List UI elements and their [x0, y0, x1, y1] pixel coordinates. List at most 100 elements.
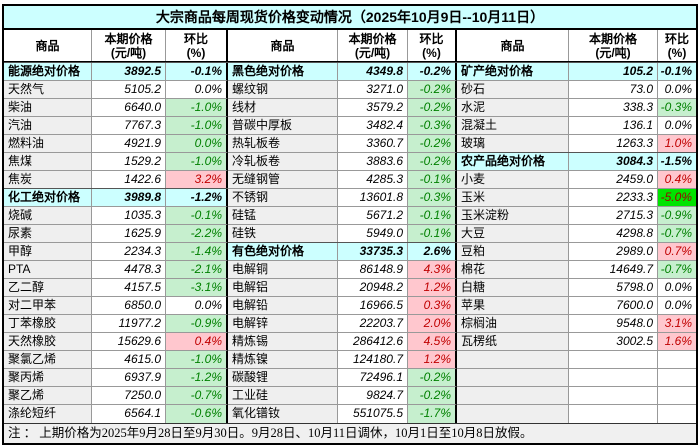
commodity-cell[interactable]: 天然气 — [4, 81, 92, 99]
commodity-cell[interactable]: 焦煤 — [4, 153, 92, 171]
price-cell[interactable]: 6850.0 — [92, 297, 166, 315]
pct-cell[interactable]: -0.2% — [408, 63, 457, 81]
pct-cell[interactable]: -3.1% — [166, 279, 228, 297]
commodity-cell[interactable]: 水泥 — [457, 99, 569, 117]
price-cell[interactable]: 124180.7 — [338, 351, 408, 369]
commodity-cell[interactable]: 玉米淀粉 — [457, 207, 569, 225]
price-cell[interactable] — [569, 405, 658, 423]
pct-cell[interactable]: -1.2% — [166, 189, 228, 207]
commodity-cell[interactable]: 普碳中厚板 — [228, 117, 338, 135]
price-cell[interactable]: 6564.1 — [92, 405, 166, 423]
pct-cell[interactable]: 0.3% — [408, 297, 457, 315]
price-cell[interactable]: 6640.0 — [92, 99, 166, 117]
pct-cell[interactable]: 1.6% — [658, 333, 696, 351]
commodity-cell[interactable]: 聚丙烯 — [4, 369, 92, 387]
pct-cell[interactable]: -0.3% — [408, 189, 457, 207]
commodity-cell[interactable]: 热轧板卷 — [228, 135, 338, 153]
commodity-cell[interactable] — [457, 387, 569, 405]
price-cell[interactable]: 3892.5 — [92, 63, 166, 81]
price-cell[interactable]: 3084.3 — [569, 153, 658, 171]
pct-cell[interactable]: -1.0% — [166, 99, 228, 117]
commodity-cell[interactable]: 不锈钢 — [228, 189, 338, 207]
commodity-cell[interactable]: 燃料油 — [4, 135, 92, 153]
price-cell[interactable]: 3482.4 — [338, 117, 408, 135]
price-cell[interactable] — [569, 387, 658, 405]
price-cell[interactable]: 4298.8 — [569, 225, 658, 243]
pct-cell[interactable]: -1.0% — [166, 117, 228, 135]
commodity-cell[interactable]: 尿素 — [4, 225, 92, 243]
pct-cell[interactable]: 0.0% — [658, 117, 696, 135]
pct-cell[interactable]: -0.1% — [408, 225, 457, 243]
header-pct[interactable]: 环比 (%) — [658, 30, 696, 61]
pct-cell[interactable]: 1.2% — [408, 279, 457, 297]
commodity-cell[interactable]: 电解铝 — [228, 279, 338, 297]
header-pct[interactable]: 环比 (%) — [166, 30, 228, 61]
price-cell[interactable]: 5671.2 — [338, 207, 408, 225]
price-cell[interactable]: 2233.3 — [569, 189, 658, 207]
commodity-cell[interactable]: 黑色绝对价格 — [228, 63, 338, 81]
commodity-cell[interactable]: 小麦 — [457, 171, 569, 189]
price-cell[interactable]: 86148.9 — [338, 261, 408, 279]
price-cell[interactable]: 2459.0 — [569, 171, 658, 189]
commodity-cell[interactable]: 对二甲苯 — [4, 297, 92, 315]
pct-cell[interactable]: 0.0% — [166, 81, 228, 99]
price-cell[interactable]: 286412.6 — [338, 333, 408, 351]
pct-cell[interactable]: -1.7% — [408, 405, 457, 423]
pct-cell[interactable]: 4.3% — [408, 261, 457, 279]
commodity-cell[interactable]: 聚氯乙烯 — [4, 351, 92, 369]
price-cell[interactable]: 9824.7 — [338, 387, 408, 405]
pct-cell[interactable]: -0.2% — [408, 99, 457, 117]
commodity-cell[interactable]: 工业硅 — [228, 387, 338, 405]
price-cell[interactable]: 7600.0 — [569, 297, 658, 315]
pct-cell[interactable]: 0.7% — [658, 243, 696, 261]
price-cell[interactable]: 22203.7 — [338, 315, 408, 333]
commodity-cell[interactable]: 天然橡胶 — [4, 333, 92, 351]
pct-cell[interactable]: -1.0% — [166, 153, 228, 171]
commodity-cell[interactable]: 精炼镍 — [228, 351, 338, 369]
price-cell[interactable]: 2234.3 — [92, 243, 166, 261]
pct-cell[interactable]: 0.0% — [658, 81, 696, 99]
pct-cell[interactable]: 0.4% — [658, 171, 696, 189]
price-cell[interactable]: 1625.9 — [92, 225, 166, 243]
price-cell[interactable]: 33735.3 — [338, 243, 408, 261]
commodity-cell[interactable]: 电解铜 — [228, 261, 338, 279]
pct-cell[interactable]: -0.2% — [408, 387, 457, 405]
commodity-cell[interactable]: 螺纹钢 — [228, 81, 338, 99]
pct-cell[interactable]: -1.2% — [166, 369, 228, 387]
commodity-cell[interactable]: 电解锌 — [228, 315, 338, 333]
price-cell[interactable]: 73.0 — [569, 81, 658, 99]
pct-cell[interactable]: -0.3% — [408, 117, 457, 135]
pct-cell[interactable]: -0.2% — [408, 369, 457, 387]
pct-cell[interactable] — [658, 387, 696, 405]
price-cell[interactable]: 105.2 — [569, 63, 658, 81]
pct-cell[interactable]: 3.2% — [166, 171, 228, 189]
price-cell[interactable] — [569, 351, 658, 369]
price-cell[interactable]: 13601.8 — [338, 189, 408, 207]
pct-cell[interactable]: 0.0% — [658, 297, 696, 315]
commodity-cell[interactable]: 碳酸锂 — [228, 369, 338, 387]
price-cell[interactable]: 7767.3 — [92, 117, 166, 135]
commodity-cell[interactable]: 玉米 — [457, 189, 569, 207]
price-cell[interactable]: 136.1 — [569, 117, 658, 135]
pct-cell[interactable]: -2.1% — [166, 261, 228, 279]
commodity-cell[interactable] — [457, 369, 569, 387]
pct-cell[interactable]: 1.0% — [658, 135, 696, 153]
pct-cell[interactable]: 2.0% — [408, 315, 457, 333]
price-cell[interactable]: 14649.7 — [569, 261, 658, 279]
price-cell[interactable]: 6937.9 — [92, 369, 166, 387]
pct-cell[interactable]: -0.7% — [166, 387, 228, 405]
header-pct[interactable]: 环比 (%) — [408, 30, 457, 61]
pct-cell[interactable]: -0.1% — [166, 63, 228, 81]
commodity-cell[interactable]: 白糖 — [457, 279, 569, 297]
pct-cell[interactable]: 3.1% — [658, 315, 696, 333]
commodity-cell[interactable]: 烧碱 — [4, 207, 92, 225]
pct-cell[interactable]: -0.1% — [408, 207, 457, 225]
price-cell[interactable]: 15629.6 — [92, 333, 166, 351]
price-cell[interactable]: 1035.3 — [92, 207, 166, 225]
pct-cell[interactable]: -0.7% — [658, 261, 696, 279]
price-cell[interactable]: 3883.6 — [338, 153, 408, 171]
commodity-cell[interactable]: 玻璃 — [457, 135, 569, 153]
header-commodity[interactable]: 商品 — [457, 30, 569, 61]
price-cell[interactable]: 3989.8 — [92, 189, 166, 207]
price-cell[interactable]: 2715.3 — [569, 207, 658, 225]
